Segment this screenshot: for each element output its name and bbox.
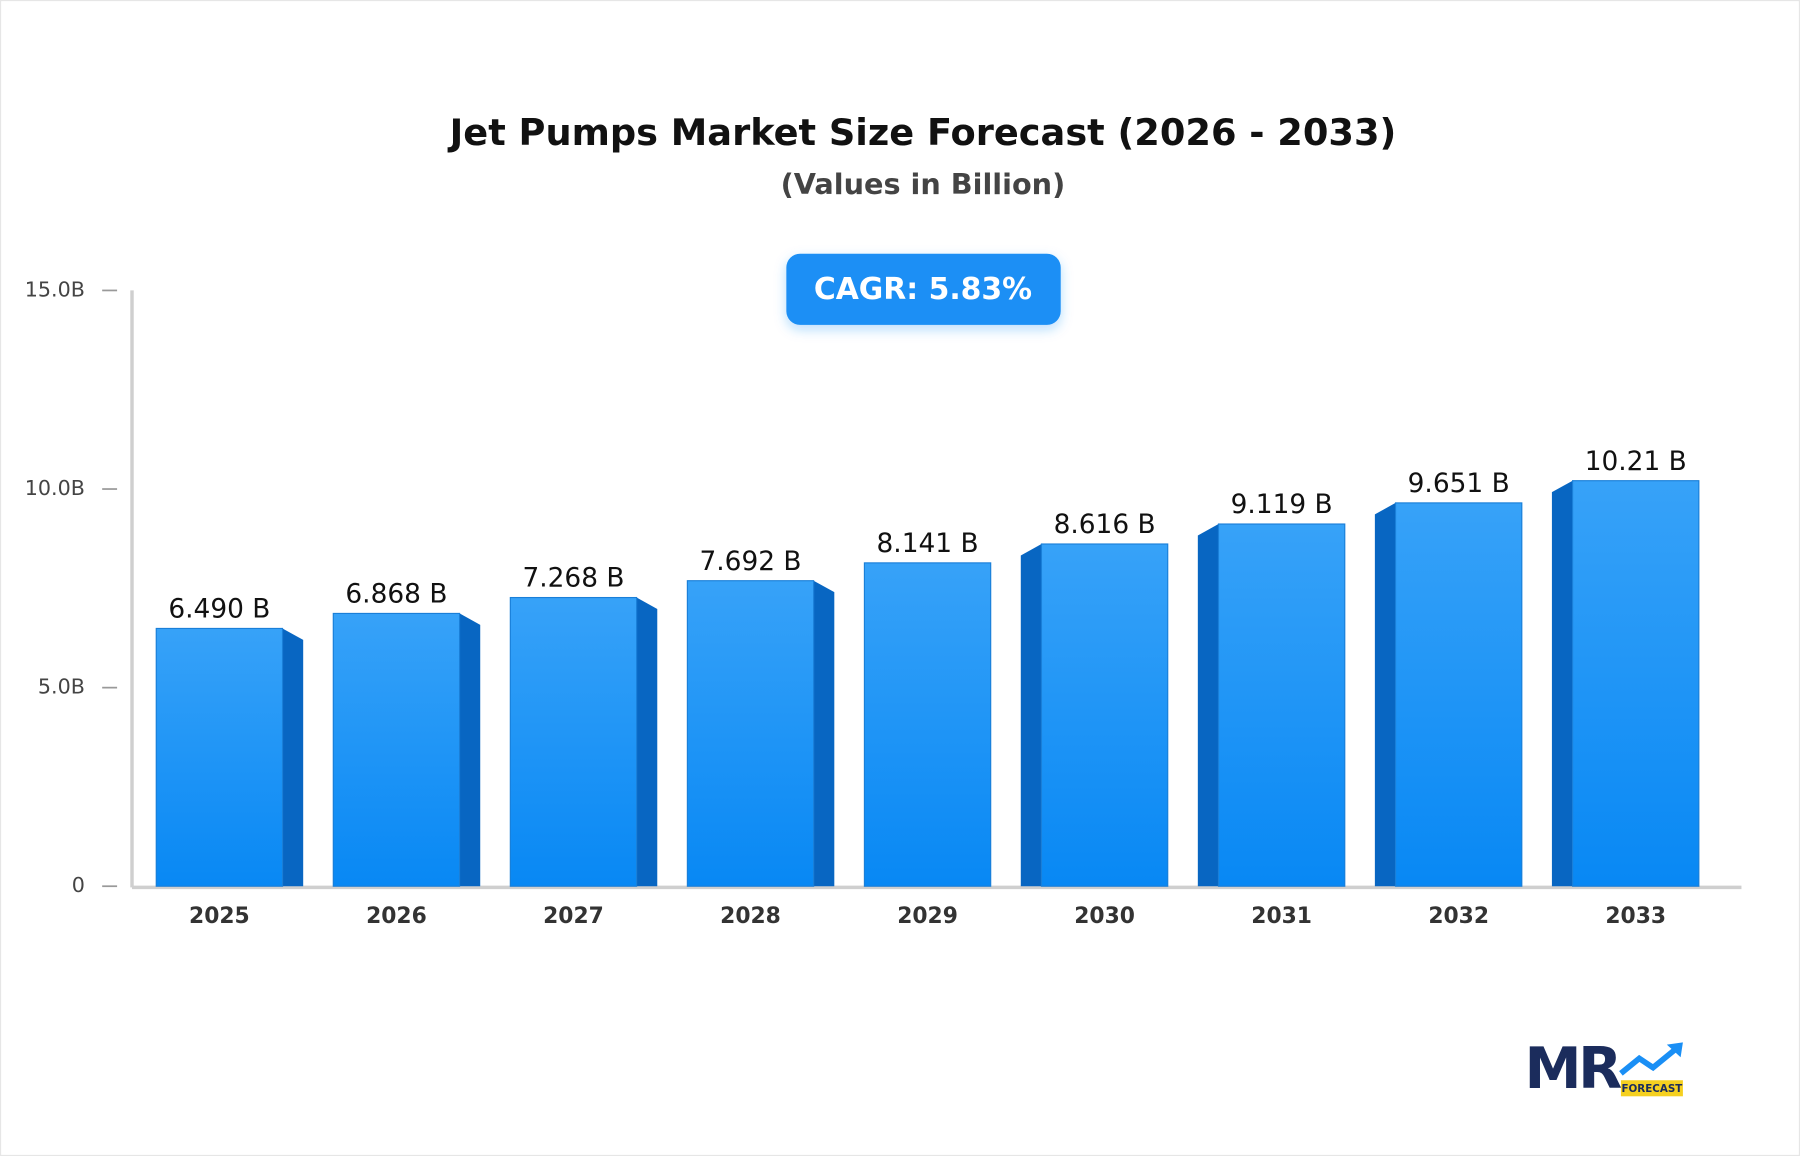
value-label: 6.490 B [168, 594, 270, 625]
logo-arrow [1619, 1044, 1681, 1076]
value-label: 8.141 B [877, 528, 979, 559]
value-label: 8.616 B [1054, 509, 1156, 540]
x-tick-label: 2033 [1605, 904, 1666, 929]
x-tick-label: 2028 [720, 904, 781, 929]
bar [686, 580, 815, 887]
logo-text: MR [1524, 1035, 1622, 1102]
bar [155, 627, 284, 887]
bar-side [459, 613, 481, 887]
bar-side [1020, 544, 1042, 887]
value-label: 6.868 B [345, 579, 447, 610]
bar [1572, 480, 1700, 887]
bar-side [813, 580, 835, 887]
bar [863, 562, 992, 887]
y-tick-label: 5.0B [38, 675, 85, 699]
x-tick-label: 2032 [1428, 904, 1489, 929]
value-label: 7.268 B [522, 563, 624, 594]
cagr-label: CAGR: 5.83% [814, 272, 1032, 307]
value-label: 10.21 B [1585, 446, 1687, 477]
x-tick-label: 2031 [1251, 904, 1312, 929]
bar [1040, 543, 1169, 887]
bar-side [1374, 502, 1396, 887]
x-tick-label: 2025 [189, 904, 250, 929]
y-tick-label: 10.0B [25, 476, 85, 500]
bar-side [1551, 480, 1573, 887]
x-tick-label: 2030 [1074, 904, 1135, 929]
value-label: 9.119 B [1231, 489, 1333, 520]
chart-subtitle: (Values in Billion) [781, 167, 1066, 201]
logo-arrowhead [1666, 1042, 1683, 1058]
value-label: 7.692 B [699, 546, 801, 577]
bar-side [282, 628, 304, 887]
logo-tagline: FORECAST [1621, 1083, 1682, 1095]
bar-side [1197, 524, 1219, 887]
bar [332, 612, 461, 887]
bar-side [636, 597, 658, 887]
cagr-badge [786, 253, 1061, 325]
bar [1394, 502, 1523, 887]
x-tick-label: 2029 [897, 904, 958, 929]
y-tick-label: 15.0B [25, 277, 85, 301]
x-tick-label: 2026 [366, 904, 427, 929]
chart-title: Jet Pumps Market Size Forecast (2026 - 2… [447, 111, 1397, 154]
x-tick-label: 2027 [543, 904, 604, 929]
logo-tag-bg [1620, 1080, 1683, 1097]
value-label: 9.651 B [1408, 468, 1510, 499]
bar [1217, 523, 1346, 887]
bar [509, 596, 638, 887]
logo: MR FORECAST [1524, 1035, 1683, 1102]
y-tick-label: 0 [72, 873, 85, 897]
